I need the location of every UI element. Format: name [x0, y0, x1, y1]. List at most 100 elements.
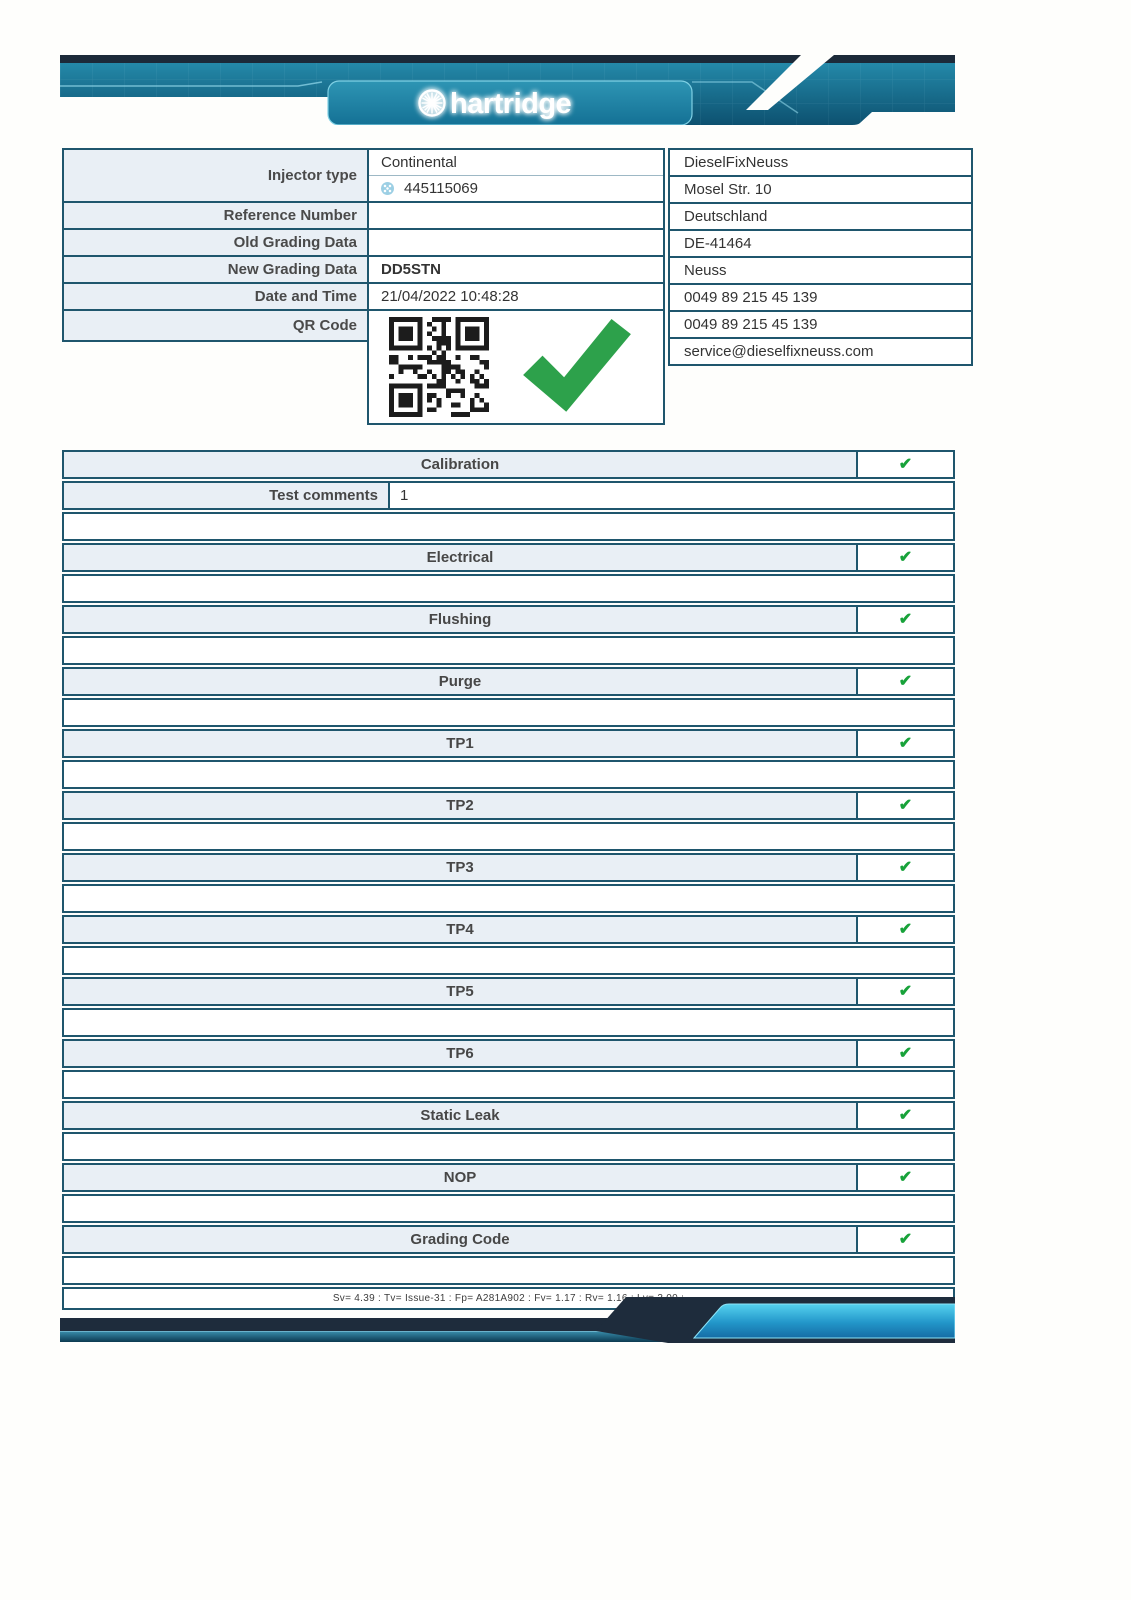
test-result-cell: ✔ — [858, 977, 955, 1006]
test-comments-value: 1 — [390, 481, 955, 510]
injector-serial-cell: 445115069 — [367, 175, 665, 203]
customer-postcode: DE-41464 — [668, 229, 973, 258]
hartridge-logo: hartridge — [418, 88, 572, 120]
test-result-cell: ✔ — [858, 853, 955, 882]
check-icon: ✔ — [898, 920, 913, 938]
test-section-tp5: TP5 ✔ — [62, 977, 955, 1037]
empty-row — [62, 512, 955, 541]
injector-make-value: Continental — [367, 148, 665, 176]
injector-serial-value: 445115069 — [404, 180, 478, 197]
empty-row — [62, 1132, 955, 1161]
test-name: TP1 — [62, 729, 858, 758]
empty-row — [62, 884, 955, 913]
reference-number-label: Reference Number — [62, 201, 369, 230]
customer-street: Mosel Str. 10 — [668, 175, 973, 204]
test-comments-label: Test comments — [62, 481, 390, 510]
test-result-cell: ✔ — [858, 543, 955, 572]
new-grading-label: New Grading Data — [62, 255, 369, 284]
test-name: Grading Code — [62, 1225, 858, 1254]
qr-code-cell — [367, 309, 665, 425]
customer-name: DieselFixNeuss — [668, 148, 973, 177]
test-name: TP4 — [62, 915, 858, 944]
injector-type-label: Injector type — [62, 148, 369, 203]
test-name: NOP — [62, 1163, 858, 1192]
check-icon: ✔ — [898, 1168, 913, 1186]
empty-row — [62, 946, 955, 975]
date-time-value: 21/04/2022 10:48:28 — [367, 282, 665, 311]
check-icon: ✔ — [898, 1106, 913, 1124]
hartridge-header-banner: hartridge — [60, 55, 955, 125]
test-result-cell: ✔ — [858, 791, 955, 820]
qr-code-image — [389, 317, 489, 417]
spacer-cell — [63, 341, 368, 424]
empty-row — [62, 1256, 955, 1285]
customer-city: Neuss — [668, 256, 973, 285]
test-result-cell: ✔ — [858, 729, 955, 758]
banner-wedge-cut — [746, 55, 834, 110]
check-icon: ✔ — [898, 734, 913, 752]
date-time-label: Date and Time — [62, 282, 369, 311]
check-icon: ✔ — [898, 796, 913, 814]
customer-email: service@dieselfixneuss.com — [668, 337, 973, 366]
test-section-tp6: TP6 ✔ — [62, 1039, 955, 1099]
big-check-icon — [523, 318, 631, 412]
footer-cyan-bar — [692, 1303, 955, 1339]
check-icon: ✔ — [898, 858, 913, 876]
test-row-calibration: Calibration ✔ — [62, 450, 955, 479]
test-result-cell: ✔ — [858, 605, 955, 634]
empty-row — [62, 636, 955, 665]
test-result-cell: ✔ — [858, 1225, 955, 1254]
banner-top-strip — [60, 55, 955, 64]
test-result-cell: ✔ — [858, 667, 955, 696]
empty-row — [62, 822, 955, 851]
empty-row — [62, 1070, 955, 1099]
test-section-nop: NOP ✔ — [62, 1163, 955, 1223]
test-name: TP5 — [62, 977, 858, 1006]
reference-number-value — [367, 201, 665, 230]
test-results-table: Calibration ✔ Test comments 1 Electrical… — [62, 450, 955, 1310]
test-name: Purge — [62, 667, 858, 696]
check-icon: ✔ — [898, 548, 913, 566]
logo-text: hartridge — [450, 88, 572, 120]
empty-row — [62, 574, 955, 603]
test-section-tp4: TP4 ✔ — [62, 915, 955, 975]
test-name: TP6 — [62, 1039, 858, 1068]
test-section-static-leak: Static Leak ✔ — [62, 1101, 955, 1161]
test-name: Electrical — [62, 543, 858, 572]
old-grading-value — [367, 228, 665, 257]
test-result-cell: ✔ — [858, 915, 955, 944]
empty-row — [62, 698, 955, 727]
test-result-cell: ✔ — [858, 1163, 955, 1192]
injector-info-table: Injector type Continental 445115069 Refe… — [62, 148, 665, 425]
empty-row — [62, 1008, 955, 1037]
footer-teal-bar — [60, 1331, 955, 1342]
check-icon: ✔ — [898, 610, 913, 628]
test-name: Calibration — [62, 450, 858, 479]
test-name: Flushing — [62, 605, 858, 634]
test-name: TP2 — [62, 791, 858, 820]
banner-logo-band — [327, 80, 693, 125]
wheel-icon — [418, 89, 446, 117]
test-comments-row: Test comments 1 — [62, 481, 955, 510]
check-icon: ✔ — [898, 672, 913, 690]
old-grading-label: Old Grading Data — [62, 228, 369, 257]
test-section-grading-code: Grading Code ✔ — [62, 1225, 955, 1285]
test-section-electrical: Electrical ✔ — [62, 543, 955, 603]
empty-row — [62, 760, 955, 789]
check-icon: ✔ — [898, 455, 913, 473]
customer-fax: 0049 89 215 45 139 — [668, 310, 973, 339]
customer-country: Deutschland — [668, 202, 973, 231]
customer-phone: 0049 89 215 45 139 — [668, 283, 973, 312]
qr-code-label: QR Code — [62, 309, 369, 342]
test-name: TP3 — [62, 853, 858, 882]
test-section-tp2: TP2 ✔ — [62, 791, 955, 851]
check-icon: ✔ — [898, 1230, 913, 1248]
check-icon: ✔ — [898, 1044, 913, 1062]
customer-info-table: DieselFixNeuss Mosel Str. 10 Deutschland… — [668, 148, 973, 366]
test-result-cell: ✔ — [858, 1101, 955, 1130]
footer-banner — [60, 1297, 955, 1343]
test-section-flushing: Flushing ✔ — [62, 605, 955, 665]
test-result-cell: ✔ — [858, 1039, 955, 1068]
empty-row — [62, 1194, 955, 1223]
